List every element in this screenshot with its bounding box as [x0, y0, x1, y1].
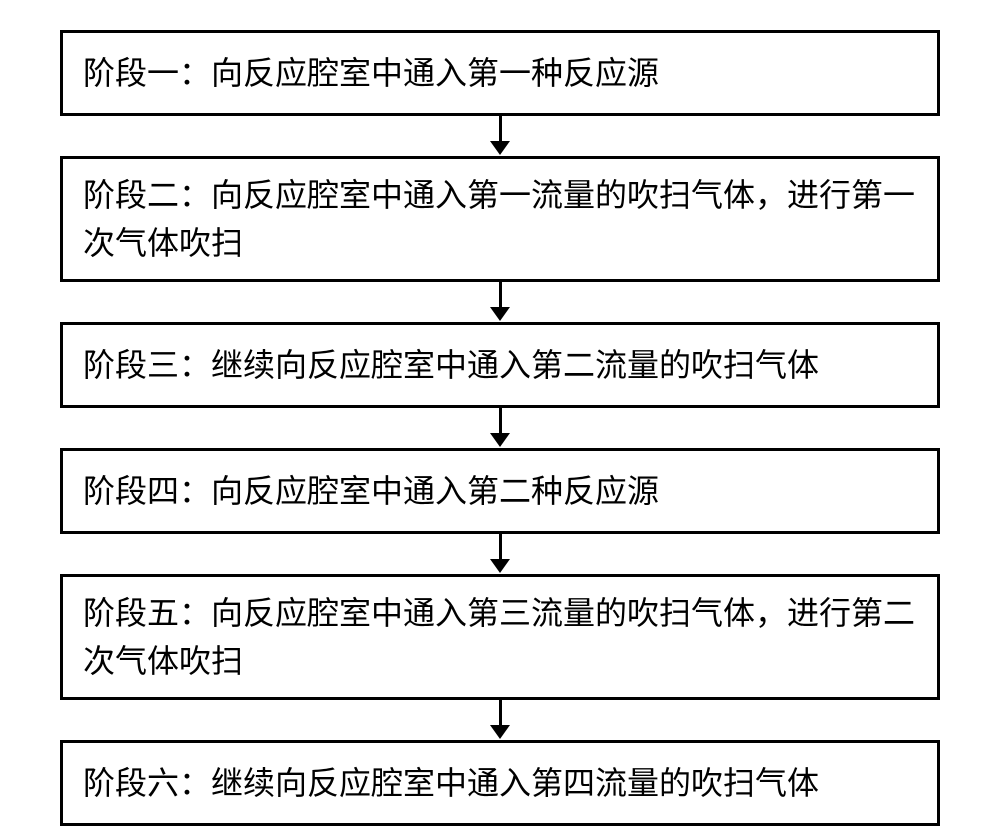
arrow-line: [499, 534, 502, 560]
arrow-line: [499, 700, 502, 726]
stage-box-4: 阶段四：向反应腔室中通入第二种反应源: [60, 448, 940, 534]
stage-text-5: 阶段五：向反应腔室中通入第三流量的吹扫气体，进行第二次气体吹扫: [83, 595, 915, 679]
stage-text-3: 阶段三：继续向反应腔室中通入第二流量的吹扫气体: [83, 347, 819, 383]
arrow-line: [499, 408, 502, 434]
arrow-2-3: [490, 282, 510, 322]
arrow-head-icon: [490, 307, 510, 321]
stage-text-1: 阶段一：向反应腔室中通入第一种反应源: [83, 55, 659, 91]
stage-text-6: 阶段六：继续向反应腔室中通入第四流量的吹扫气体: [83, 765, 819, 801]
stage-box-6: 阶段六：继续向反应腔室中通入第四流量的吹扫气体: [60, 740, 940, 826]
stage-box-5: 阶段五：向反应腔室中通入第三流量的吹扫气体，进行第二次气体吹扫: [60, 574, 940, 700]
stage-text-2: 阶段二：向反应腔室中通入第一流量的吹扫气体，进行第一次气体吹扫: [83, 177, 915, 261]
arrow-line: [499, 116, 502, 142]
arrow-head-icon: [490, 559, 510, 573]
stage-box-2: 阶段二：向反应腔室中通入第一流量的吹扫气体，进行第一次气体吹扫: [60, 156, 940, 282]
arrow-line: [499, 282, 502, 308]
stage-box-3: 阶段三：继续向反应腔室中通入第二流量的吹扫气体: [60, 322, 940, 408]
stage-text-4: 阶段四：向反应腔室中通入第二种反应源: [83, 473, 659, 509]
arrow-1-2: [490, 116, 510, 156]
arrow-head-icon: [490, 433, 510, 447]
arrow-5-6: [490, 700, 510, 740]
flowchart: 阶段一：向反应腔室中通入第一种反应源 阶段二：向反应腔室中通入第一流量的吹扫气体…: [60, 30, 940, 826]
arrow-head-icon: [490, 141, 510, 155]
arrow-3-4: [490, 408, 510, 448]
arrow-4-5: [490, 534, 510, 574]
flowchart-container: 阶段一：向反应腔室中通入第一种反应源 阶段二：向反应腔室中通入第一流量的吹扫气体…: [0, 0, 1000, 829]
stage-box-1: 阶段一：向反应腔室中通入第一种反应源: [60, 30, 940, 116]
arrow-head-icon: [490, 725, 510, 739]
